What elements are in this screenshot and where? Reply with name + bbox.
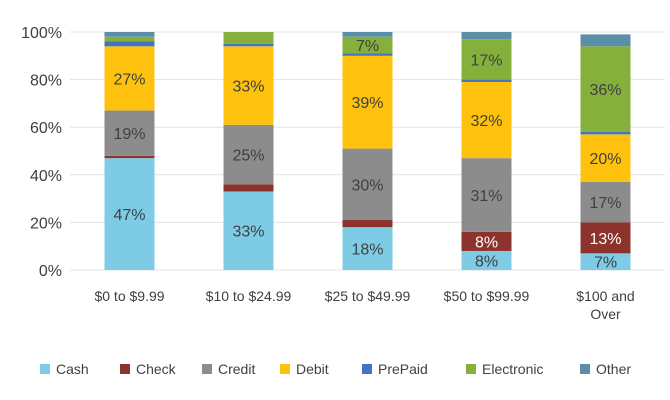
legend-swatch-debit — [280, 364, 290, 374]
bar-segment-other — [104, 32, 155, 37]
data-label: 25% — [232, 148, 264, 165]
legend-swatch-electronic — [466, 364, 476, 374]
legend-label: Check — [136, 361, 177, 377]
bar-segment-prepaid — [104, 41, 155, 47]
legend-label: Electronic — [482, 361, 543, 377]
bar-segment-check — [461, 231, 512, 251]
data-label: 8% — [475, 253, 498, 270]
bar-segment-debit — [461, 81, 512, 159]
y-tick-label: 20% — [30, 215, 62, 232]
bar-segment-electronic — [104, 36, 155, 42]
legend-swatch-credit — [202, 364, 212, 374]
bar-segment-check — [580, 222, 631, 254]
bar-segment-cash — [223, 191, 274, 270]
bar-segment-check — [104, 155, 155, 159]
bar-segment-other — [461, 32, 512, 40]
bar-segment-electronic — [580, 46, 631, 132]
bar-segment-prepaid — [461, 79, 512, 82]
bar-segment-cash — [580, 253, 631, 270]
legend-label: PrePaid — [378, 361, 428, 377]
data-label: 39% — [351, 95, 383, 112]
legend-label: Cash — [56, 361, 89, 377]
y-tick-label: 80% — [30, 73, 62, 90]
bar-segment-debit — [223, 46, 274, 125]
bar-segment-credit — [104, 110, 155, 156]
y-tick-label: 40% — [30, 168, 62, 185]
data-label: 20% — [589, 151, 621, 168]
data-label: 17% — [589, 195, 621, 212]
data-label: 36% — [589, 82, 621, 99]
legend-swatch-check — [120, 364, 130, 374]
bar-segment-other — [580, 34, 631, 47]
data-label: 8% — [475, 234, 498, 251]
bar-segment-debit — [580, 134, 631, 182]
x-tick-label: $50 to $99.99 — [444, 288, 530, 304]
legend-swatch-other — [580, 364, 590, 374]
bar-segment-cash — [461, 250, 512, 270]
bar-segment-credit — [342, 148, 393, 221]
bar-segment-credit — [461, 158, 512, 232]
data-label: 19% — [113, 126, 145, 143]
bar-segment-cash — [104, 158, 155, 270]
bar-segment-prepaid — [580, 131, 631, 135]
data-label: 7% — [594, 255, 617, 272]
data-label: 17% — [470, 52, 502, 69]
y-tick-label: 0% — [39, 263, 62, 280]
data-label: 32% — [470, 113, 502, 130]
legend-label: Debit — [296, 361, 329, 377]
x-tick-label: Over — [590, 306, 621, 322]
bar-segment-debit — [104, 46, 155, 111]
bar-segment-other — [342, 32, 393, 37]
data-label: 18% — [351, 242, 383, 259]
legend-label: Other — [596, 361, 631, 377]
data-label: 30% — [351, 177, 383, 194]
bar-segment-electronic — [342, 36, 393, 54]
data-label: 27% — [113, 71, 145, 88]
x-tick-label: $25 to $49.99 — [325, 288, 411, 304]
bar-segment-cash — [342, 227, 393, 270]
legend-swatch-cash — [40, 364, 50, 374]
y-tick-label: 60% — [30, 120, 62, 137]
bar-segment-prepaid — [223, 43, 274, 47]
data-label: 33% — [232, 224, 264, 241]
legend-label: Credit — [218, 361, 255, 377]
data-label: 13% — [589, 231, 621, 248]
x-tick-label: $100 and — [576, 288, 634, 304]
bar-segment-credit — [580, 181, 631, 223]
legend-swatch-prepaid — [362, 364, 372, 374]
bar-segment-check — [342, 220, 393, 228]
data-label: 7% — [356, 38, 379, 55]
bar-segment-debit — [342, 55, 393, 149]
bar-segment-check — [223, 184, 274, 192]
bar-segment-electronic — [461, 39, 512, 80]
bar-segment-credit — [223, 124, 274, 185]
x-tick-label: $0 to $9.99 — [94, 288, 164, 304]
y-tick-label: 100% — [21, 25, 62, 42]
x-tick-label: $10 to $24.99 — [206, 288, 292, 304]
bar-segment-prepaid — [342, 53, 393, 56]
data-label: 33% — [232, 79, 264, 96]
bar-segment-electronic — [223, 32, 274, 44]
data-label: 31% — [470, 188, 502, 205]
data-label: 47% — [113, 207, 145, 224]
